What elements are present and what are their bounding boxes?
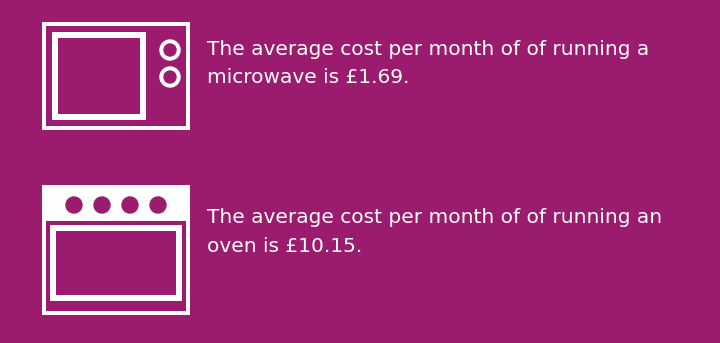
- Circle shape: [164, 71, 176, 83]
- Bar: [58, 38, 140, 114]
- Bar: [50, 225, 182, 301]
- Circle shape: [150, 197, 166, 213]
- Circle shape: [160, 67, 180, 87]
- Circle shape: [94, 197, 110, 213]
- Bar: [52, 32, 146, 120]
- Bar: [46, 26, 186, 126]
- Bar: [56, 231, 176, 295]
- Bar: [42, 185, 190, 315]
- Bar: [46, 189, 186, 221]
- Circle shape: [66, 197, 82, 213]
- Circle shape: [160, 40, 180, 60]
- Bar: [42, 22, 190, 130]
- Circle shape: [122, 197, 138, 213]
- Text: microwave is £1.69.: microwave is £1.69.: [207, 68, 410, 87]
- Text: oven is £10.15.: oven is £10.15.: [207, 237, 362, 256]
- Text: The average cost per month of of running a: The average cost per month of of running…: [207, 40, 649, 59]
- Text: The average cost per month of of running an: The average cost per month of of running…: [207, 208, 662, 227]
- Circle shape: [164, 44, 176, 56]
- Bar: [46, 189, 186, 311]
